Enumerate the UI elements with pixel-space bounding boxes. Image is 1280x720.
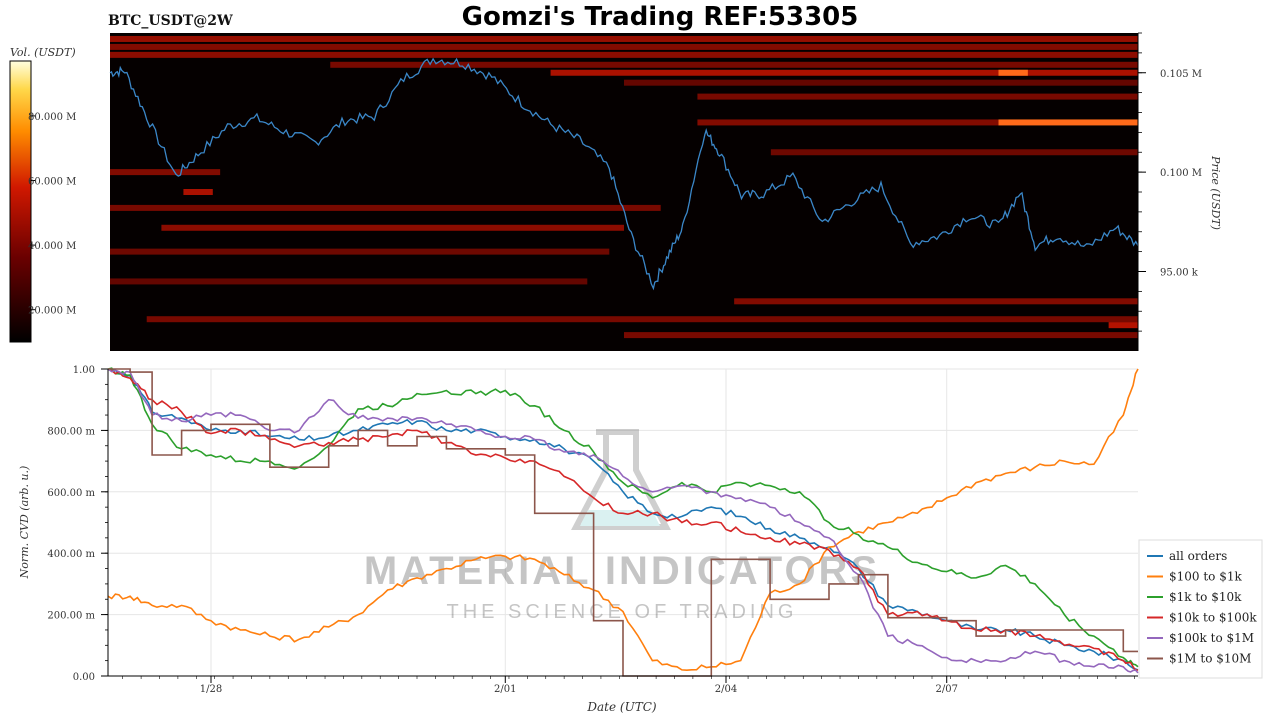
- colorbar-tick-label: 40.000 M: [28, 241, 76, 252]
- heat-band: [998, 119, 1138, 126]
- legend-item: all orders: [1169, 549, 1227, 563]
- cvd-axes: 0.00 200.00 m 400.00 m 600.00 m 800.00 m 1.00…: [47, 365, 1138, 695]
- heat-band: [110, 51, 1138, 58]
- colorbar-tick-label: 80.000 M: [28, 112, 76, 123]
- x-tick-label: 2/04: [715, 684, 737, 695]
- watermark-line1: MATERIAL INDICATORS: [364, 549, 880, 593]
- colorbar-tick-label: 60.000 M: [28, 177, 76, 188]
- y-tick-label: 600.00 m: [47, 488, 95, 499]
- legend-item: $1k to $10k: [1169, 590, 1242, 604]
- heat-band: [110, 35, 1138, 42]
- colorbar-ticks: 20.000 M 40.000 M 60.000 M 80.000 M: [28, 112, 76, 317]
- heat-band: [624, 332, 1138, 339]
- colorbar-label: Vol. (USDT): [10, 46, 76, 59]
- x-axis-label: Date (UTC): [586, 700, 656, 714]
- legend-item: $100k to $1M: [1169, 631, 1254, 645]
- heat-band: [697, 119, 999, 126]
- y-tick-label: 400.00 m: [47, 549, 95, 560]
- price-tick-label: 95.00 k: [1160, 268, 1199, 279]
- price-axis-label: Price (USDT): [1209, 155, 1222, 230]
- heatmap-bands: [110, 35, 1138, 339]
- legend-item: $100 to $1k: [1169, 570, 1242, 584]
- legend: all orders $100 to $1k $1k to $10k $10k to …: [1138, 539, 1263, 679]
- heat-band: [110, 43, 1138, 50]
- heat-band: [624, 79, 1138, 86]
- heat-band: [146, 316, 1138, 323]
- legend-box: [1138, 539, 1263, 679]
- series-line: [108, 368, 1138, 677]
- y-tick-label: 800.00 m: [47, 426, 95, 437]
- price-tick-label: 0.100 M: [1160, 168, 1202, 179]
- heat-band: [110, 169, 221, 176]
- flask-liquid-icon: [580, 510, 660, 526]
- price-tick-label: 0.105 M: [1160, 69, 1202, 80]
- colorbar-tick-label: 20.000 M: [28, 306, 76, 317]
- y-axis-label: Norm. CVD (arb. u.): [18, 466, 31, 580]
- colorbar: [9, 60, 32, 343]
- heatmap-panel: [110, 33, 1138, 351]
- heat-band: [550, 69, 1138, 76]
- heat-band: [110, 248, 610, 255]
- heat-band: [183, 189, 213, 195]
- heat-band: [330, 61, 1138, 68]
- series-line: [107, 368, 1139, 672]
- y-tick-label: 1.00: [73, 365, 95, 376]
- heat-band: [110, 204, 661, 211]
- watermark-line2: THE SCIENCE OF TRADING: [447, 601, 798, 623]
- watermark: MATERIAL INDICATORS THE SCIENCE OF TRADI…: [364, 429, 880, 623]
- flask-icon: [571, 429, 671, 530]
- price-axis: 95.00 k 0.100 M 0.105 M: [1137, 32, 1202, 351]
- page-title: Gomzi's Trading REF:53305: [462, 2, 859, 32]
- heat-band: [734, 298, 1138, 305]
- heat-band: [697, 93, 1138, 100]
- price-line: [109, 57, 1139, 291]
- symbol-label: BTC_USDT@2W: [108, 13, 233, 29]
- heat-band: [998, 69, 1028, 76]
- heat-band: [1108, 322, 1138, 329]
- heat-band: [161, 224, 624, 231]
- x-tick-label: 2/01: [494, 684, 516, 695]
- y-tick-label: 200.00 m: [47, 611, 95, 622]
- cvd-lines: [107, 367, 1139, 677]
- x-tick-label: 1/28: [200, 684, 222, 695]
- heat-band: [110, 278, 588, 285]
- y-tick-label: 0.00: [73, 672, 95, 683]
- x-tick-label: 2/07: [935, 684, 957, 695]
- heat-band: [770, 149, 1138, 156]
- legend-item: $10k to $100k: [1169, 611, 1257, 625]
- legend-item: $1M to $10M: [1169, 652, 1251, 666]
